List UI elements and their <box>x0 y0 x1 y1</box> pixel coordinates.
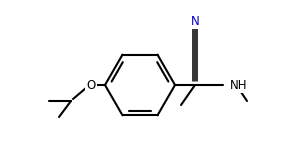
Text: N: N <box>191 14 199 28</box>
Text: NH: NH <box>230 79 247 91</box>
Text: O: O <box>86 79 96 91</box>
